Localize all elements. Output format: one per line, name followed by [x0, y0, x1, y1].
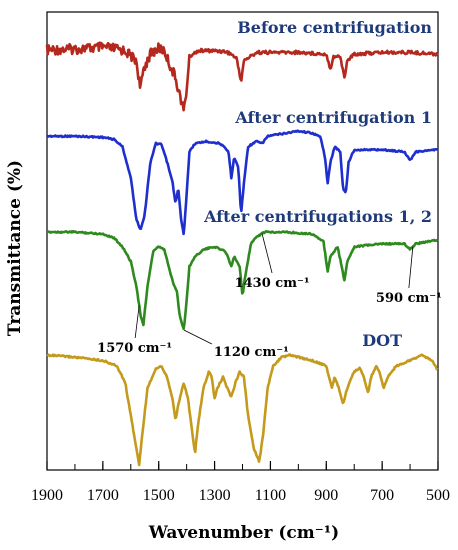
- x-tick-label: 1700: [87, 487, 119, 504]
- series-line-2: [46, 230, 439, 330]
- annotation-leader-2: [261, 233, 273, 274]
- annotation-layer: 1570 cm⁻¹ 1120 cm⁻¹ 1430 cm⁻¹ 590 cm⁻¹: [97, 233, 442, 360]
- series-layer: [45, 41, 439, 467]
- annotation-label-0: 1570 cm⁻¹: [97, 341, 172, 356]
- annotation-label-2: 1430 cm⁻¹: [235, 276, 310, 291]
- annotation-label-1: 1120 cm⁻¹: [214, 345, 289, 360]
- x-tick-label: 700: [370, 487, 394, 504]
- series-line-1: [46, 129, 439, 236]
- series-label-3: DOT: [362, 331, 402, 350]
- x-tick-label: 1900: [31, 487, 63, 504]
- series-line-3: [46, 353, 439, 467]
- x-tick-label: 1500: [143, 487, 175, 504]
- annotation-leader-0: [134, 305, 140, 339]
- x-tick-label: 1300: [199, 487, 231, 504]
- y-axis-title: Transmittance (%): [5, 160, 25, 336]
- annotation-leader-3: [408, 246, 414, 289]
- annotation-leader-1: [183, 329, 213, 345]
- series-label-1: After centrifugation 1: [234, 108, 432, 127]
- series-labels: Before centrifugation After centrifugatio…: [203, 18, 432, 350]
- x-tick-label: 900: [314, 487, 338, 504]
- series-label-0: Before centrifugation: [237, 18, 432, 37]
- x-axis: 1900 1700 1500 1300 1100 900 700 500: [31, 461, 450, 504]
- x-axis-title: Wavenumber (cm⁻¹): [148, 523, 339, 543]
- x-tick-label: 1100: [255, 487, 286, 504]
- x-tick-label: 500: [426, 487, 450, 504]
- series-line-0: [45, 41, 439, 112]
- annotation-label-3: 590 cm⁻¹: [376, 291, 442, 306]
- series-label-2: After centrifugations 1, 2: [203, 207, 432, 226]
